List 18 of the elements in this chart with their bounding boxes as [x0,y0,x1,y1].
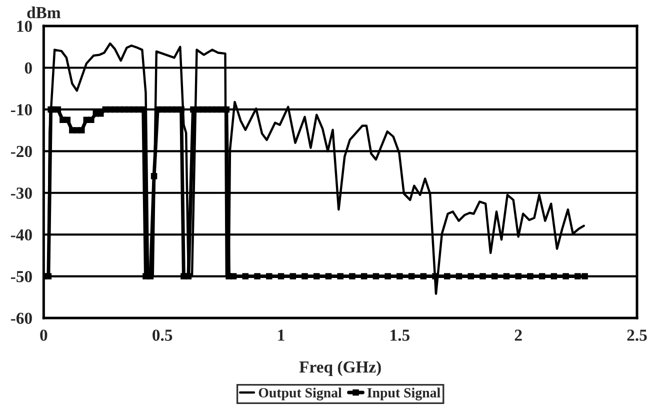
y-tick-label: -40 [10,229,32,241]
y-tick-label: 10 [17,20,32,32]
x-tick-label: 2.5 [627,330,647,341]
x-tick-label: 0.5 [152,330,172,341]
y-tick-label: -50 [10,270,32,282]
y-tick-label: -20 [10,146,32,158]
y-tick-label: 0 [24,62,32,74]
x-tick-label: 0 [40,330,48,341]
y-tick-label: -10 [10,104,32,116]
x-axis-title: Freq (GHz) [299,360,381,376]
legend-label: Input Signal [367,388,440,400]
y-axis-title: dBm [27,6,61,18]
y-tick-label: -30 [10,188,32,199]
legend-label: Output Signal [258,388,342,400]
x-tick-label: 1.5 [390,330,410,341]
x-tick-label: 2 [514,330,522,341]
y-tick-label: -60 [10,312,32,324]
x-tick-label: 1 [278,330,284,341]
